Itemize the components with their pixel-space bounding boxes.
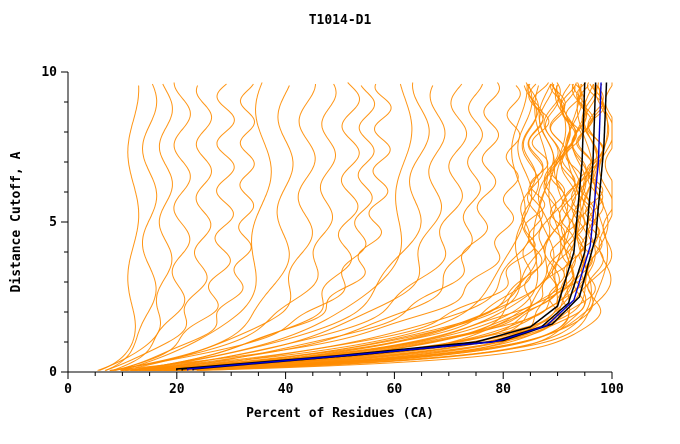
y-axis-label: Distance Cutoff, A [9, 151, 24, 292]
model-curve-orange [135, 82, 430, 371]
model-curve-orange [129, 82, 361, 371]
model-curve-orange [120, 83, 316, 371]
tick-labels-layer: 0 20 40 60 80 100 0 5 10 [41, 65, 624, 397]
x-tick-label: 40 [278, 382, 294, 397]
model-curve-orange [178, 82, 583, 371]
x-tick-label: 80 [495, 382, 511, 397]
model-curve-orange [115, 83, 235, 371]
model-curve-orange [114, 83, 256, 371]
model-curve-orange [169, 82, 613, 371]
model-curve-orange [144, 83, 555, 371]
model-curve-orange [135, 85, 587, 371]
model-curve-orange [105, 83, 158, 371]
model-curve-orange [150, 83, 610, 371]
model-curve-orange [109, 85, 521, 371]
y-tick-label: 0 [49, 365, 57, 380]
model-curve-orange [142, 83, 533, 371]
x-tick-label: 60 [387, 382, 403, 397]
model-curve-orange [168, 83, 588, 371]
x-axis-label: Percent of Residues (CA) [246, 406, 434, 421]
y-tick-label: 5 [49, 215, 57, 230]
chart-title: T1014-D1 [309, 13, 372, 28]
model-curve-orange [124, 83, 413, 371]
model-curve-orange [153, 82, 501, 371]
model-curve-orange [133, 83, 544, 371]
x-tick-label: 0 [64, 382, 72, 397]
model-curve-orange [110, 85, 294, 371]
model-curve-orange [112, 82, 191, 371]
model-curve-orange [131, 83, 392, 371]
model-curve-black [181, 82, 597, 371]
model-curve-orange [157, 83, 566, 371]
y-tick-label: 10 [41, 65, 57, 80]
model-curve-orange [121, 85, 538, 371]
model-curve-orange [147, 82, 567, 371]
model-curve-orange [148, 83, 577, 371]
model-curve-black [192, 82, 608, 371]
model-curve-orange [163, 83, 571, 371]
x-tick-label: 20 [169, 382, 185, 397]
model-curve-orange [147, 83, 583, 371]
x-tick-label: 100 [600, 382, 624, 397]
model-curve-orange [97, 83, 173, 371]
model-curve-blue [187, 82, 602, 371]
model-curve-orange [99, 85, 140, 371]
model-curve-black [176, 82, 586, 371]
curves-layer [97, 82, 613, 371]
model-curve-orange [166, 85, 571, 371]
model-curve-orange [134, 83, 483, 371]
model-curve-orange [138, 83, 555, 371]
model-curve-orange [109, 85, 376, 371]
model-curve-orange [130, 85, 446, 371]
model-curve-orange [144, 83, 468, 371]
axes-layer [61, 71, 613, 379]
model-curve-orange [120, 82, 272, 371]
model-curve-orange [121, 85, 549, 371]
model-curve-orange [152, 82, 540, 371]
model-curve-orange [112, 83, 337, 371]
model-curve-orange [104, 85, 213, 371]
model-curve-orange [130, 82, 578, 371]
model-curve-orange [126, 83, 528, 371]
model-curve-orange [146, 83, 587, 371]
